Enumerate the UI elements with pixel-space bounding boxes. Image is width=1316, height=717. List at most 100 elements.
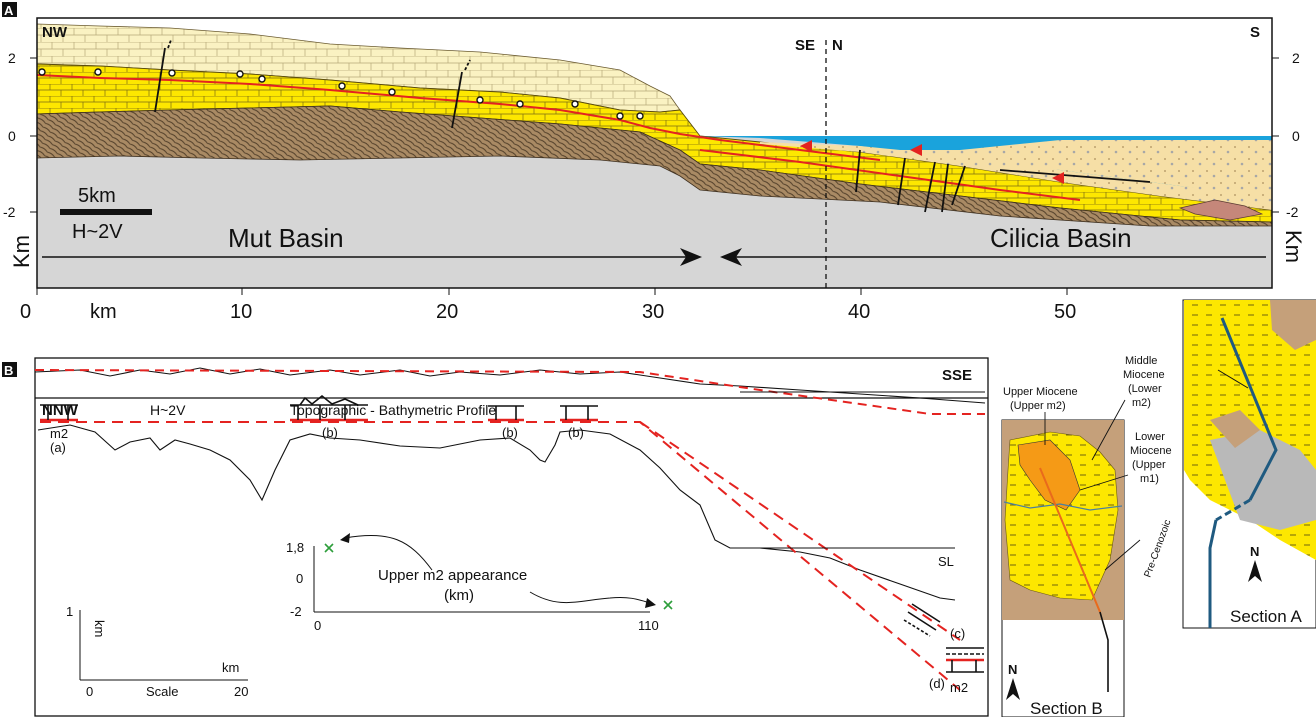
direction-s: S — [1250, 24, 1260, 41]
site-b3-symbol — [560, 405, 598, 422]
x-tick-30: 30 — [642, 301, 664, 323]
left-tick-2: 2 — [8, 50, 16, 66]
x-tick-50: 50 — [1054, 301, 1076, 323]
cilicia-basin-fill — [760, 142, 1272, 210]
panel-a-label-box — [2, 2, 17, 17]
pre-cenozoic-label: Pre-Cenozoic — [1142, 518, 1173, 579]
map-b: Upper Miocene (Upper m2) Middle Miocene … — [1001, 355, 1174, 717]
site-c-code: (c) — [950, 626, 965, 641]
lower-miocene-1: Lower — [1135, 431, 1165, 443]
profile-title: Topographic - Bathymetric Profile — [290, 402, 496, 418]
scale-y-unit: km — [92, 620, 107, 637]
site-b1-symbol — [290, 394, 368, 422]
scale-x-start: 0 — [86, 684, 93, 699]
site-b2-code: (b) — [502, 425, 518, 440]
basin-wedge — [880, 140, 1272, 196]
mut-basin-label: Mut Basin — [228, 223, 344, 253]
sample-points — [38, 68, 644, 120]
right-axis: 2 0 -2 Km — [1272, 50, 1306, 263]
x-tick-0: 0 — [20, 301, 31, 323]
sea-level-label: SL — [938, 554, 954, 569]
lower-miocene-2: Miocene — [1130, 445, 1172, 457]
inset-arrowhead-1 — [340, 533, 350, 543]
x-tick-40: 40 — [848, 301, 870, 323]
map-a-brown-patch-1 — [1270, 300, 1316, 350]
inset-x-tick-110: 110 — [638, 618, 659, 633]
site-c-symbol — [903, 603, 941, 637]
site-d-sub: m2 — [950, 680, 968, 695]
section-profile — [37, 424, 956, 601]
sky-area — [37, 18, 1272, 136]
right-tick-neg2: -2 — [1286, 204, 1299, 220]
scale-x-unit: km — [222, 660, 239, 675]
faults — [154, 39, 1151, 213]
upper-miocene-label-1: Upper Miocene — [1003, 386, 1078, 398]
panel-b-frame — [34, 357, 989, 717]
cilicia-basin-label: Cilicia Basin — [990, 223, 1132, 253]
left-axis: 2 0 -2 Km — [3, 50, 37, 268]
scale-x-caption: Scale — [146, 684, 179, 699]
site-a-code: m2 — [50, 426, 68, 441]
map-b-section-line — [1039, 467, 1101, 613]
left-tick-0: 0 — [8, 128, 16, 144]
scale-bar-label: 5km — [78, 185, 116, 207]
site-b1-code: (b) — [322, 425, 338, 440]
map-a-dashed-line — [1215, 498, 1251, 522]
inset-arrowhead-2 — [645, 598, 656, 608]
map-b-leader-lines — [1044, 399, 1141, 571]
site-a-sub: (a) — [50, 440, 66, 455]
mut-arrowhead — [680, 248, 702, 266]
right-tick-2: 2 — [1292, 50, 1300, 66]
inset-plot: 1,8 0 -2 0 110 Upper m2 appearance (km) — [286, 533, 673, 633]
inset-y-tick-bot: -2 — [290, 604, 302, 619]
upper-miocene-label-2: (Upper m2) — [1010, 400, 1066, 412]
map-a-brown-patch-2 — [1210, 410, 1260, 448]
scale-x-end: 20 — [234, 684, 248, 699]
direction-nw: NW — [42, 24, 68, 41]
inset-y-tick-mid: 0 — [296, 571, 303, 586]
direction-nnw: NNW — [42, 402, 79, 419]
map-b-upper-m2 — [1017, 439, 1081, 511]
inset-y-tick-top: 1,8 — [286, 540, 304, 555]
x-axis-a: 0 km 10 20 30 40 50 — [20, 288, 1076, 323]
inset-x-tick-0: 0 — [314, 618, 321, 633]
inset-arrow-2 — [529, 591, 651, 604]
panel-a-label: A — [4, 3, 14, 18]
direction-se: SE — [795, 37, 815, 54]
exaggeration-b: H~2V — [150, 402, 186, 418]
x-unit-km: km — [90, 301, 117, 323]
site-b2-symbol — [488, 405, 524, 422]
map-a: N Section A — [1182, 299, 1316, 629]
map-a-north-letter: N — [1250, 544, 1259, 559]
inset-arrow-1 — [344, 534, 433, 571]
map-a-north-arrow: N — [1248, 544, 1262, 582]
lower-miocene-3: (Upper — [1132, 459, 1166, 471]
left-tick-neg2: -2 — [3, 204, 16, 220]
inset-markers — [324, 543, 673, 610]
middle-miocene-1: Middle — [1125, 355, 1157, 367]
inset-caption-1: Upper m2 appearance — [378, 567, 527, 584]
cilicia-arrowhead — [720, 248, 742, 266]
pink-wedge — [1178, 199, 1264, 221]
map-a-caption: Section A — [1230, 607, 1302, 626]
right-tick-0: 0 — [1292, 128, 1300, 144]
map-b-caption: Section B — [1030, 699, 1103, 717]
map-a-continuation — [1208, 519, 1218, 628]
red-marker-1 — [36, 74, 881, 161]
inset-caption-2: (km) — [444, 587, 474, 604]
site-d-symbol — [946, 647, 984, 673]
panel-b-label-box — [2, 362, 17, 377]
middle-miocene-4: m2) — [1132, 397, 1151, 409]
scale-b: 1 km km 0 Scale 20 — [66, 604, 248, 699]
map-b-continuation — [1099, 611, 1109, 692]
middle-miocene-3: (Lower — [1128, 383, 1162, 395]
map-a-grey-area — [1210, 430, 1316, 530]
map-a-section-line — [1220, 317, 1278, 501]
panel-b-label: B — [4, 363, 13, 378]
middle-miocene-2: Miocene — [1123, 369, 1165, 381]
map-a-arrow — [1217, 369, 1249, 389]
red-marker-2 — [699, 149, 1081, 201]
direction-n: N — [832, 37, 843, 54]
x-tick-10: 10 — [230, 301, 252, 323]
